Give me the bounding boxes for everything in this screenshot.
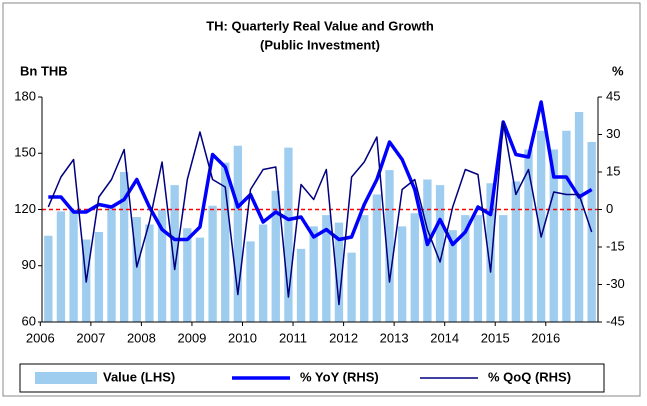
legend-label: Value (LHS)	[103, 369, 175, 384]
bar	[385, 170, 394, 322]
y2-tick-label: 45	[606, 88, 620, 103]
x-tick-label: 2015	[481, 330, 510, 345]
y2-tick-label: 30	[606, 126, 620, 141]
bar	[44, 235, 53, 322]
y-tick-label: 120	[14, 201, 36, 216]
bar	[499, 215, 508, 322]
y2-tick-label: 15	[606, 163, 620, 178]
y2-tick-label: 0	[606, 201, 613, 216]
bar	[536, 130, 546, 322]
legend-label: % QoQ (RHS)	[488, 369, 571, 384]
bar	[284, 147, 293, 322]
x-tick-label: 2009	[177, 330, 206, 345]
bar	[574, 112, 584, 322]
bar	[549, 149, 558, 322]
bar	[410, 213, 419, 322]
line-series	[48, 100, 593, 247]
bar	[183, 228, 192, 322]
y2-tick-label: -30	[606, 276, 625, 291]
bar	[258, 224, 268, 322]
bar	[296, 248, 306, 322]
bar	[157, 209, 167, 322]
legend-box	[19, 363, 605, 393]
bar	[233, 145, 243, 322]
y-tick-label: 150	[14, 145, 36, 160]
bar	[562, 130, 571, 322]
bar	[56, 211, 66, 322]
x-tick-label: 2012	[329, 330, 358, 345]
bar	[372, 194, 382, 322]
legend-swatch	[35, 372, 97, 384]
x-tick-label: 2007	[76, 330, 105, 345]
bar	[397, 226, 407, 322]
y2-tick-label: -45	[606, 313, 625, 328]
legend-label: % YoY (RHS)	[300, 369, 379, 384]
bar	[309, 226, 318, 322]
x-tick-label: 2013	[380, 330, 409, 345]
bar	[334, 222, 344, 322]
bar	[461, 215, 470, 322]
y2-axis-label: %	[612, 63, 624, 78]
y-axis-label: Bn THB	[20, 63, 68, 78]
bar	[208, 205, 217, 322]
chart-subtitle: (Public Investment)	[260, 37, 380, 52]
line-series	[47, 121, 593, 306]
bar	[170, 185, 179, 322]
bar	[221, 162, 230, 322]
x-tick-label: 2016	[531, 330, 560, 345]
bar	[246, 241, 255, 322]
bar	[132, 217, 141, 322]
bar	[448, 230, 457, 322]
y-tick-label: 60	[22, 313, 36, 328]
bar	[271, 190, 280, 322]
y-tick-label: 90	[22, 257, 36, 272]
y-tick-label: 180	[14, 88, 36, 103]
x-tick-label: 2008	[127, 330, 156, 345]
bar	[322, 215, 331, 322]
bar	[524, 149, 533, 322]
bar	[347, 252, 356, 322]
bar	[360, 215, 369, 322]
bar	[107, 205, 116, 322]
bar	[195, 237, 205, 322]
bar	[511, 181, 521, 322]
bar	[94, 232, 104, 322]
bar	[69, 209, 78, 322]
x-tick-label: 2006	[26, 330, 55, 345]
bar	[587, 142, 596, 322]
bar	[145, 224, 154, 322]
bar	[423, 179, 432, 322]
bar	[486, 183, 495, 322]
x-tick-label: 2011	[279, 330, 307, 345]
bar	[119, 172, 129, 322]
chart-title: TH: Quarterly Real Value and Growth	[206, 18, 434, 33]
bar	[435, 185, 445, 322]
x-tick-label: 2010	[228, 330, 257, 345]
bar	[473, 215, 483, 322]
y2-tick-label: -15	[606, 238, 625, 253]
x-tick-label: 2014	[430, 330, 459, 345]
